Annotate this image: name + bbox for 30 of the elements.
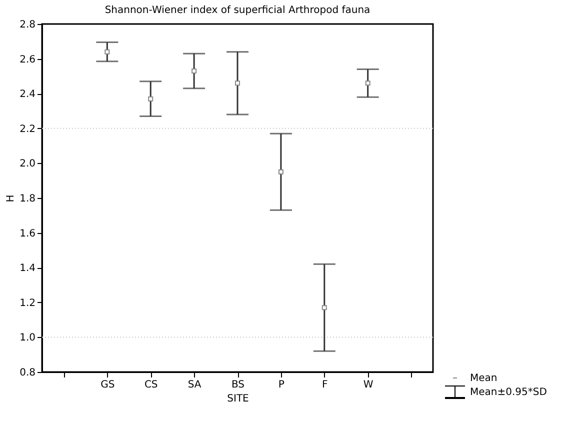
y-tick-label: 1.0 <box>20 332 36 344</box>
y-axis-title: H <box>6 194 17 202</box>
x-tick-label: BS <box>231 380 245 390</box>
y-tick-label: 1.4 <box>20 263 36 274</box>
y-tick-label: 1.6 <box>20 228 36 240</box>
point <box>192 68 197 74</box>
x-tick-label: W <box>363 380 374 390</box>
point <box>235 80 240 86</box>
x-tick-label: CS <box>144 380 158 390</box>
y-tick-label: 2.6 <box>20 54 36 66</box>
x-tick-label: GS <box>100 380 115 390</box>
y-tick-label: 2.2 <box>20 124 36 135</box>
text: Mean±0.95*SD <box>470 387 548 398</box>
y-tick-label: 2.8 <box>20 20 36 30</box>
y-tick-label: 2.4 <box>20 89 36 100</box>
y-tick-label: 2.0 <box>20 158 36 170</box>
x-tick-label: F <box>322 380 328 390</box>
point <box>148 96 154 102</box>
x-tick-label: SA <box>188 380 202 390</box>
point <box>365 80 370 86</box>
x-tick-label: P <box>278 380 284 390</box>
y-tick-label: 1.2 <box>20 298 36 309</box>
point <box>322 305 327 310</box>
x-axis-title: SITE <box>227 394 249 404</box>
legend-label: Mean <box>470 373 498 384</box>
chart-title: Shannon-Wiener index of superficial Arthropod fauna <box>104 5 370 16</box>
point <box>104 49 110 54</box>
y-tick-label: 0.8 <box>20 368 36 378</box>
y-tick-label: 1.8 <box>20 194 36 204</box>
point <box>278 169 284 174</box>
